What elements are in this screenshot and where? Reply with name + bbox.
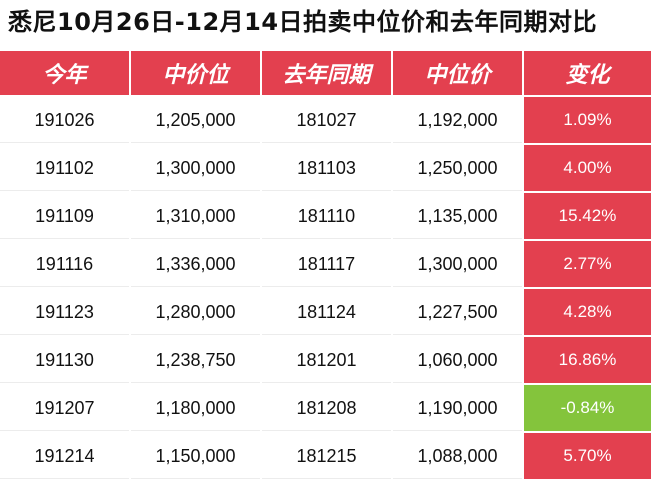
table-row: 191207 1,180,000 181208 1,190,000 -0.84% <box>0 385 651 433</box>
cell-median: 1,150,000 <box>131 433 262 481</box>
cell-change: 15.42% <box>524 193 651 241</box>
cell-last-year: 181117 <box>262 241 393 289</box>
cell-last-median: 1,190,000 <box>393 385 524 433</box>
table-row: 191130 1,238,750 181201 1,060,000 16.86% <box>0 337 651 385</box>
cell-last-year: 181201 <box>262 337 393 385</box>
cell-last-median: 1,250,000 <box>393 145 524 193</box>
cell-last-median: 1,135,000 <box>393 193 524 241</box>
cell-this-year: 191130 <box>0 337 131 385</box>
cell-last-year: 181103 <box>262 145 393 193</box>
cell-median: 1,300,000 <box>131 145 262 193</box>
table-row: 191116 1,336,000 181117 1,300,000 2.77% <box>0 241 651 289</box>
cell-median: 1,180,000 <box>131 385 262 433</box>
table-row: 191102 1,300,000 181103 1,250,000 4.00% <box>0 145 651 193</box>
cell-change: 4.28% <box>524 289 651 337</box>
cell-this-year: 191109 <box>0 193 131 241</box>
table-row: 191214 1,150,000 181215 1,088,000 5.70% <box>0 433 651 481</box>
table-row: 191123 1,280,000 181124 1,227,500 4.28% <box>0 289 651 337</box>
cell-change: 16.86% <box>524 337 651 385</box>
cell-change: 2.77% <box>524 241 651 289</box>
table-header-row: 今年 中价位 去年同期 中位价 变化 <box>0 51 651 97</box>
table-row: 191026 1,205,000 181027 1,192,000 1.09% <box>0 97 651 145</box>
page-title: 悉尼10月26日-12月14日拍卖中位价和去年同期对比 <box>8 8 598 36</box>
cell-this-year: 191123 <box>0 289 131 337</box>
cell-last-year: 181124 <box>262 289 393 337</box>
cell-last-year: 181110 <box>262 193 393 241</box>
column-header-last-median: 中位价 <box>393 51 524 97</box>
cell-change: 1.09% <box>524 97 651 145</box>
cell-median: 1,205,000 <box>131 97 262 145</box>
cell-median: 1,238,750 <box>131 337 262 385</box>
cell-this-year: 191207 <box>0 385 131 433</box>
table-row: 191109 1,310,000 181110 1,135,000 15.42% <box>0 193 651 241</box>
cell-last-year: 181208 <box>262 385 393 433</box>
cell-last-median: 1,088,000 <box>393 433 524 481</box>
column-header-this-year: 今年 <box>0 51 131 97</box>
cell-last-median: 1,227,500 <box>393 289 524 337</box>
cell-last-median: 1,300,000 <box>393 241 524 289</box>
cell-change: 4.00% <box>524 145 651 193</box>
cell-this-year: 191102 <box>0 145 131 193</box>
cell-median: 1,336,000 <box>131 241 262 289</box>
cell-median: 1,310,000 <box>131 193 262 241</box>
cell-this-year: 191026 <box>0 97 131 145</box>
cell-last-year: 181027 <box>262 97 393 145</box>
cell-last-median: 1,192,000 <box>393 97 524 145</box>
cell-change: 5.70% <box>524 433 651 481</box>
cell-last-median: 1,060,000 <box>393 337 524 385</box>
column-header-last-year: 去年同期 <box>262 51 393 97</box>
cell-median: 1,280,000 <box>131 289 262 337</box>
column-header-median: 中价位 <box>131 51 262 97</box>
cell-last-year: 181215 <box>262 433 393 481</box>
auction-median-comparison-table: 今年 中价位 去年同期 中位价 变化 191026 1,205,000 1810… <box>0 51 651 481</box>
cell-this-year: 191116 <box>0 241 131 289</box>
cell-this-year: 191214 <box>0 433 131 481</box>
column-header-change: 变化 <box>524 51 651 97</box>
cell-change: -0.84% <box>524 385 651 433</box>
